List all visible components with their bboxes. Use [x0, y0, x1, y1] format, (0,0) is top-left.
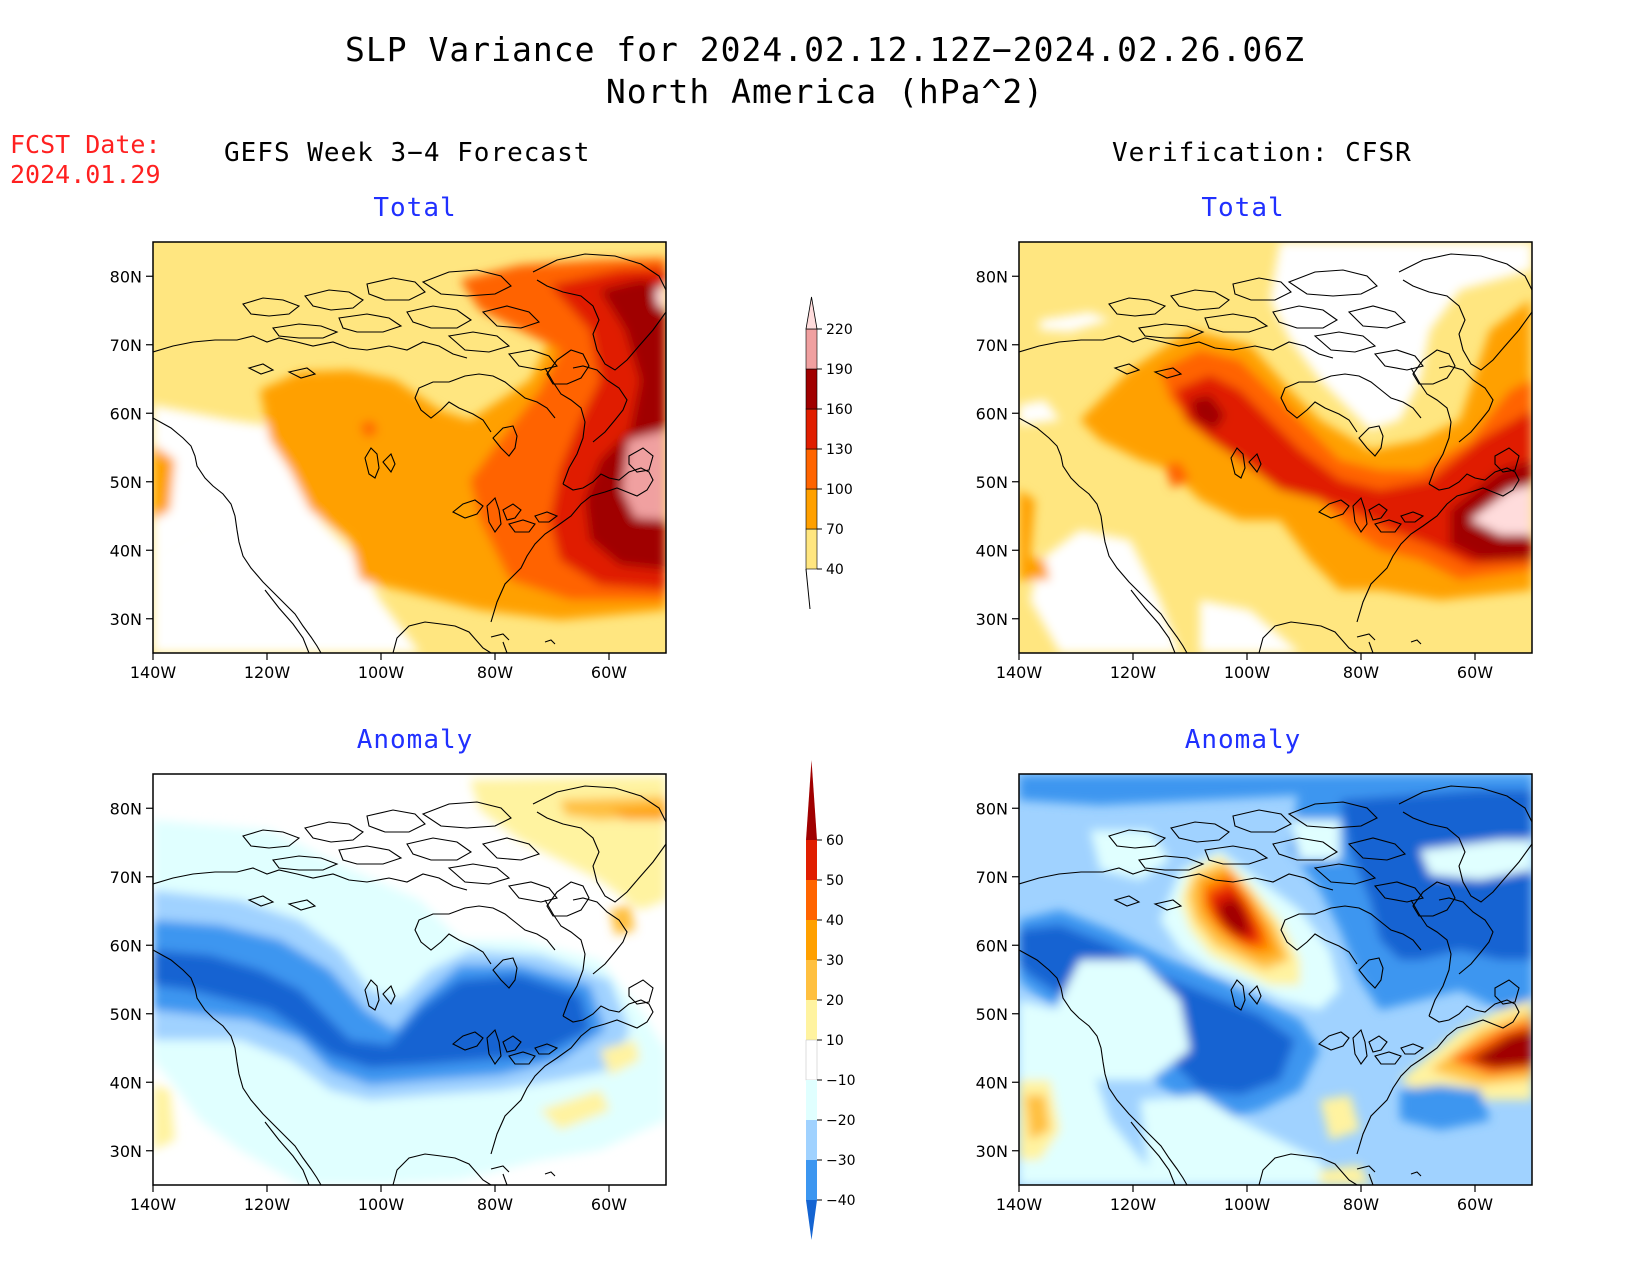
map-panel-verification-anomaly: [1018, 773, 1533, 1186]
lon-tick-label-forecast-anomaly: 100W: [358, 1195, 405, 1214]
colorbar-anomaly-segment: [805, 1039, 818, 1081]
colorbar-total-label: 70: [826, 522, 844, 538]
panel-title-verification-total: Total: [1201, 193, 1285, 223]
lat-tick-label-forecast-anomaly: 30N: [110, 1142, 142, 1161]
lat-tick-label-verification-total: 80N: [976, 267, 1008, 286]
column-title-verification: Verification: CFSR: [1112, 138, 1412, 168]
lon-tick-label-verification-anomaly: 80W: [1343, 1195, 1379, 1214]
colorbar-anomaly-label: −20: [826, 1113, 856, 1129]
colorbar-total-segment: [805, 448, 818, 490]
lon-tick-label-verification-anomaly: 140W: [996, 1195, 1043, 1214]
lat-tick-label-verification-anomaly: 40N: [976, 1073, 1008, 1092]
colorbar-anomaly-label: 30: [826, 953, 844, 969]
lon-tick-label-verification-total: 60W: [1457, 663, 1493, 682]
colorbar-total: 40 70 100 130 160 190 220: [805, 296, 853, 610]
lat-tick-label-verification-anomaly: 60N: [976, 936, 1008, 955]
lon-tick-label-forecast-total: 140W: [130, 663, 177, 682]
lat-tick-label-verification-total: 50N: [976, 473, 1008, 492]
colorbar-anomaly-segment: [806, 960, 817, 1000]
colorbar-anomaly: 60 50 40 30 20 10 −10 −20 −30 −40: [805, 760, 856, 1240]
colorbar-anomaly-label: −40: [826, 1193, 856, 1209]
lat-tick-label-forecast-total: 40N: [110, 541, 142, 560]
lat-tick-label-verification-anomaly: 30N: [976, 1142, 1008, 1161]
colorbar-anomaly-segment: [806, 1160, 817, 1200]
panel-title-verification-anomaly: Anomaly: [1184, 725, 1302, 755]
map-panel-verification-total: [1018, 241, 1533, 654]
lat-tick-label-forecast-total: 60N: [110, 404, 142, 423]
colorbar-anomaly-segment: [806, 1080, 817, 1120]
colorbar-anomaly-label: 60: [826, 833, 844, 849]
main-subtitle: North America (hPa^2): [605, 72, 1045, 111]
lat-tick-label-forecast-total: 80N: [110, 267, 142, 286]
lat-tick-label-verification-anomaly: 70N: [976, 868, 1008, 887]
map-panel-forecast-anomaly: [152, 773, 667, 1186]
lon-tick-label-forecast-total: 100W: [358, 663, 405, 682]
lat-tick-label-verification-total: 70N: [976, 336, 1008, 355]
lon-tick-label-forecast-anomaly: 80W: [477, 1195, 513, 1214]
lon-tick-label-verification-total: 100W: [1224, 663, 1271, 682]
fcst-label: FCST Date:: [10, 130, 161, 159]
colorbar-total-segment: [805, 488, 818, 530]
lat-tick-label-forecast-total: 30N: [110, 610, 142, 629]
colorbar-total-segment: [805, 368, 818, 410]
lon-tick-label-forecast-total: 120W: [244, 663, 291, 682]
lat-tick-label-verification-total: 30N: [976, 610, 1008, 629]
colorbar-anomaly-segment: [806, 840, 817, 880]
lon-tick-label-verification-total: 80W: [1343, 663, 1379, 682]
lat-tick-label-forecast-anomaly: 60N: [110, 936, 142, 955]
colorbar-anomaly-label: 10: [826, 1033, 844, 1049]
panel-title-forecast-anomaly: Anomaly: [356, 725, 474, 755]
colorbar-total-label: 100: [826, 482, 853, 498]
lat-tick-label-verification-anomaly: 80N: [976, 799, 1008, 818]
colorbar-total-segment: [805, 296, 818, 330]
colorbar-total-label: 40: [826, 562, 844, 578]
colorbar-anomaly-label: 50: [826, 873, 844, 889]
colorbar-anomaly-segment: [806, 920, 817, 960]
colorbar-anomaly-segment: [806, 760, 817, 840]
colorbar-total-label: 130: [826, 442, 853, 458]
colorbar-total-label: 220: [826, 322, 853, 338]
main-title: SLP Variance for 2024.02.12.12Z−2024.02.…: [345, 30, 1305, 69]
lon-tick-label-forecast-total: 80W: [477, 663, 513, 682]
lon-tick-label-forecast-total: 60W: [591, 663, 627, 682]
lat-tick-label-forecast-anomaly: 70N: [110, 868, 142, 887]
lat-tick-label-verification-total: 40N: [976, 541, 1008, 560]
colorbar-total-label: 160: [826, 402, 853, 418]
lat-tick-label-forecast-total: 50N: [110, 473, 142, 492]
lon-tick-label-forecast-anomaly: 140W: [130, 1195, 177, 1214]
colorbar-anomaly-segment: [806, 880, 817, 920]
lon-tick-label-verification-anomaly: 100W: [1224, 1195, 1271, 1214]
lat-tick-label-forecast-anomaly: 40N: [110, 1073, 142, 1092]
colorbar-total-segment: [805, 408, 818, 450]
lon-tick-label-verification-anomaly: 120W: [1110, 1195, 1157, 1214]
colorbar-total-segment: [805, 328, 818, 370]
lon-tick-label-verification-anomaly: 60W: [1457, 1195, 1493, 1214]
colorbar-anomaly-label: −30: [826, 1153, 856, 1169]
map-panel-forecast-total: [152, 241, 667, 654]
fcst-date: 2024.01.29: [10, 160, 161, 189]
colorbar-anomaly-label: 40: [826, 913, 844, 929]
lon-tick-label-verification-total: 120W: [1110, 663, 1157, 682]
colorbar-anomaly-label: −10: [826, 1073, 856, 1089]
colorbar-anomaly-label: 20: [826, 993, 844, 1009]
colorbar-total-segment: [805, 528, 818, 570]
colorbar-anomaly-segment: [806, 1120, 817, 1160]
lat-tick-label-forecast-anomaly: 80N: [110, 799, 142, 818]
lat-tick-label-verification-anomaly: 50N: [976, 1005, 1008, 1024]
lon-tick-label-forecast-anomaly: 60W: [591, 1195, 627, 1214]
lat-tick-label-forecast-total: 70N: [110, 336, 142, 355]
colorbar-total-label: 190: [826, 362, 853, 378]
colorbar-anomaly-segment: [806, 1000, 817, 1040]
colorbar-anomaly-segment: [806, 1200, 817, 1240]
lon-tick-label-forecast-anomaly: 120W: [244, 1195, 291, 1214]
lat-tick-label-verification-total: 60N: [976, 404, 1008, 423]
lon-tick-label-verification-total: 140W: [996, 663, 1043, 682]
lat-tick-label-forecast-anomaly: 50N: [110, 1005, 142, 1024]
panel-title-forecast-total: Total: [373, 193, 457, 223]
column-title-forecast: GEFS Week 3−4 Forecast: [224, 138, 591, 168]
